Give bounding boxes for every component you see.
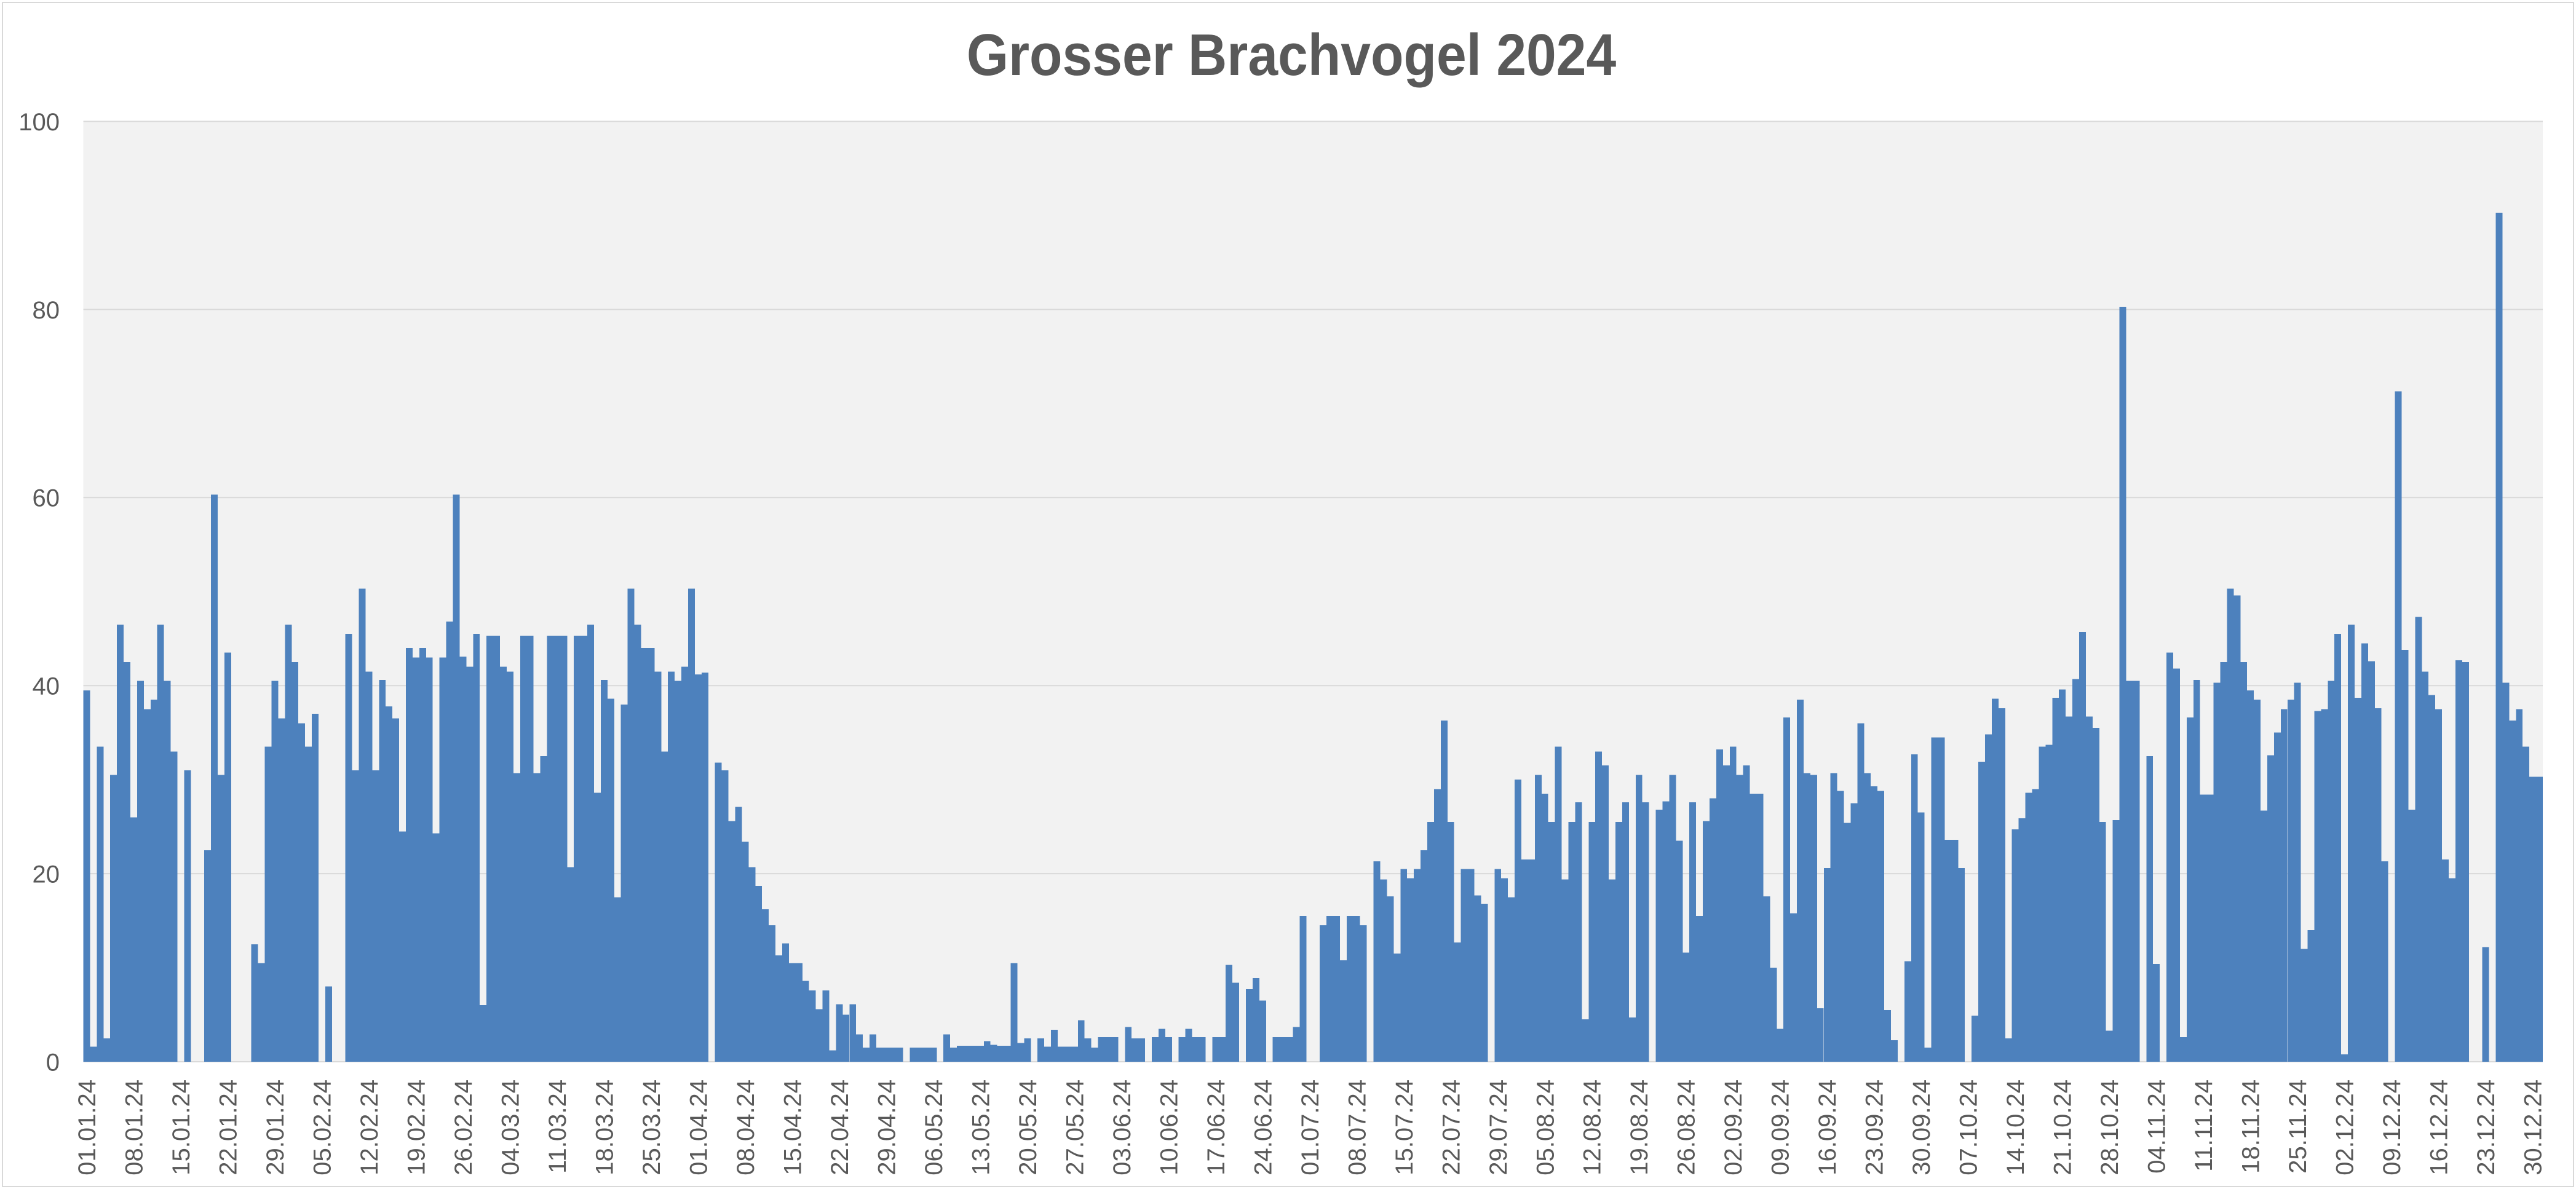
svg-text:19.08.24: 19.08.24: [1626, 1080, 1653, 1175]
svg-text:100: 100: [18, 109, 60, 136]
svg-text:18.11.24: 18.11.24: [2238, 1080, 2265, 1174]
svg-text:28.10.24: 28.10.24: [2096, 1080, 2123, 1175]
svg-text:01.01.24: 01.01.24: [74, 1080, 101, 1175]
svg-text:15.04.24: 15.04.24: [779, 1080, 806, 1175]
svg-text:15.07.24: 15.07.24: [1391, 1080, 1418, 1175]
svg-text:12.02.24: 12.02.24: [356, 1080, 383, 1175]
svg-text:20: 20: [33, 861, 60, 888]
svg-text:26.08.24: 26.08.24: [1673, 1080, 1700, 1175]
svg-text:03.06.24: 03.06.24: [1109, 1080, 1136, 1175]
svg-text:30.12.24: 30.12.24: [2520, 1080, 2547, 1175]
svg-text:23.09.24: 23.09.24: [1861, 1080, 1888, 1175]
svg-text:11.03.24: 11.03.24: [544, 1080, 571, 1174]
svg-text:16.09.24: 16.09.24: [1814, 1080, 1841, 1175]
svg-text:01.04.24: 01.04.24: [685, 1080, 712, 1175]
svg-text:09.09.24: 09.09.24: [1767, 1080, 1794, 1175]
svg-text:04.03.24: 04.03.24: [497, 1080, 524, 1175]
svg-text:22.04.24: 22.04.24: [826, 1080, 854, 1175]
svg-text:80: 80: [33, 297, 60, 324]
svg-text:60: 60: [33, 485, 60, 512]
svg-text:30.09.24: 30.09.24: [1908, 1080, 1935, 1175]
svg-text:08.04.24: 08.04.24: [732, 1080, 759, 1175]
svg-text:25.11.24: 25.11.24: [2285, 1080, 2312, 1174]
svg-text:16.12.24: 16.12.24: [2426, 1080, 2453, 1175]
svg-text:0: 0: [46, 1049, 60, 1076]
svg-text:14.10.24: 14.10.24: [2002, 1080, 2029, 1175]
svg-text:19.02.24: 19.02.24: [403, 1080, 430, 1175]
svg-text:05.08.24: 05.08.24: [1532, 1080, 1559, 1175]
svg-text:40: 40: [33, 673, 60, 700]
svg-text:09.12.24: 09.12.24: [2379, 1080, 2406, 1175]
svg-text:13.05.24: 13.05.24: [967, 1080, 994, 1175]
svg-text:23.12.24: 23.12.24: [2473, 1080, 2500, 1175]
svg-text:10.06.24: 10.06.24: [1155, 1080, 1183, 1175]
svg-text:20.05.24: 20.05.24: [1015, 1080, 1042, 1175]
svg-text:22.07.24: 22.07.24: [1438, 1080, 1465, 1175]
svg-text:17.06.24: 17.06.24: [1203, 1080, 1230, 1175]
svg-text:06.05.24: 06.05.24: [921, 1080, 948, 1175]
svg-text:08.01.24: 08.01.24: [121, 1080, 148, 1175]
svg-text:21.10.24: 21.10.24: [2050, 1080, 2077, 1175]
svg-text:04.11.24: 04.11.24: [2144, 1080, 2171, 1174]
svg-text:27.05.24: 27.05.24: [1061, 1080, 1088, 1175]
svg-text:24.06.24: 24.06.24: [1250, 1080, 1277, 1175]
svg-text:02.12.24: 02.12.24: [2332, 1080, 2359, 1175]
svg-text:Grosser Brachvogel 2024: Grosser Brachvogel 2024: [967, 22, 1616, 88]
svg-text:08.07.24: 08.07.24: [1344, 1080, 1371, 1175]
svg-text:11.11.24: 11.11.24: [2190, 1080, 2217, 1172]
svg-text:29.07.24: 29.07.24: [1485, 1080, 1512, 1175]
svg-text:29.01.24: 29.01.24: [262, 1080, 289, 1175]
svg-text:12.08.24: 12.08.24: [1579, 1080, 1606, 1175]
svg-text:02.09.24: 02.09.24: [1720, 1080, 1747, 1175]
svg-text:15.01.24: 15.01.24: [168, 1080, 195, 1175]
svg-text:07.10.24: 07.10.24: [1956, 1080, 1983, 1175]
svg-text:01.07.24: 01.07.24: [1297, 1080, 1324, 1175]
svg-text:29.04.24: 29.04.24: [873, 1080, 900, 1175]
svg-text:22.01.24: 22.01.24: [215, 1080, 242, 1175]
svg-text:18.03.24: 18.03.24: [591, 1080, 618, 1175]
svg-text:05.02.24: 05.02.24: [309, 1080, 336, 1175]
svg-text:25.03.24: 25.03.24: [638, 1080, 665, 1175]
svg-text:26.02.24: 26.02.24: [450, 1080, 477, 1175]
